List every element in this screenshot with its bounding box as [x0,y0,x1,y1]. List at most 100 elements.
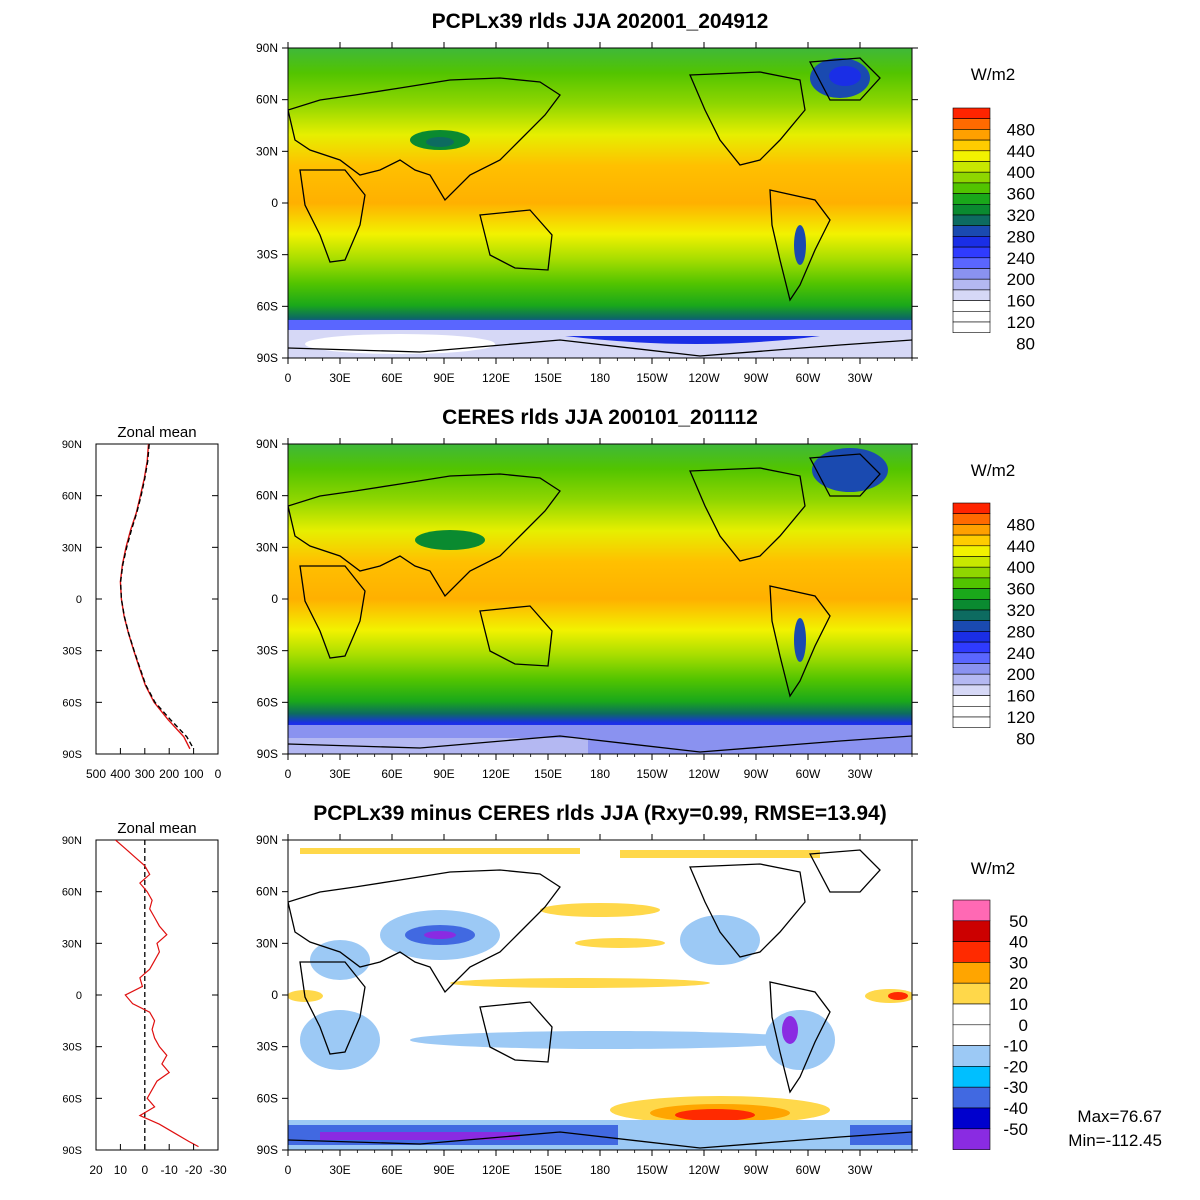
panel-diff-max-stat: Max=76.67 [1077,1107,1162,1126]
panel-model-colorbar-box [952,204,991,216]
panel-model-colorbar-box [952,139,991,152]
panel-diff-antarctic-min [320,1132,520,1140]
panel-model-colorbar-label: 480 [1007,120,1035,139]
panel-obs-colorbar-label: 200 [1007,665,1035,684]
panel-obs-lon-label: 180 [590,767,610,781]
panel-model-lon-label: 180 [590,371,610,385]
zonal-mean-diff-x-label: 20 [89,1163,103,1177]
panel-diff-andes-min [782,1016,798,1044]
panel-diff-colorbar-box [952,1128,991,1150]
panel-obs-units: W/m2 [971,461,1015,480]
panel-obs-lat-label: 60S [257,695,278,709]
panel-obs-colorbar: 480 440 400 360 320 280 240 200 160 120 80 [952,502,1035,748]
panel-obs-colorbar-box [952,566,991,579]
panel-obs-colorbar-label: 280 [1007,622,1035,641]
zonal-mean-diff-lat-label: 0 [76,990,82,1002]
zonal-mean-obs-lat-label: 60N [62,491,82,503]
panel-model-colorbar-box [952,268,991,280]
panel-obs-colorbar-box [952,524,991,536]
panel-obs-colorbar-box [952,641,991,654]
panel-model-colorbar-label: 80 [1016,334,1035,353]
panel-diff-namerica-negative [680,915,760,965]
panel-model-colorbar-label: 160 [1007,292,1035,311]
zonal-mean-obs-x-label: 100 [184,767,204,781]
panel-diff-colorbar-box [952,1003,991,1026]
panel-obs-colorbar-label: 240 [1007,644,1035,663]
panel-diff-min-stat: Min=-112.45 [1068,1131,1162,1150]
panel-model-colorbar-box [952,278,991,291]
panel-model-colorbar-label: 280 [1007,227,1035,246]
panel-obs: CERES rlds JJA 200101_201112 0 30E 60E 90E 1… [62,406,1035,781]
panel-diff-lon-label: 120E [482,1163,510,1177]
panel-model-lon-label: 30W [848,371,873,385]
panel-model-coastlines [288,57,912,357]
zonal-mean-axes-diff: 20 10 0 -10 -20 -30 90N 60N 30N 0 30S 60S 90S [62,835,227,1177]
panel-model-colorbar-label: 320 [1007,206,1035,225]
panel-model-background-field [288,48,912,358]
panel-obs-lon-label: 120W [688,767,720,781]
panel-model-colorbar-label: 360 [1007,185,1035,204]
panel-obs-lon-label: 150E [534,767,562,781]
panel-diff-background-field [288,840,912,1150]
panel-obs-colorbar-label: 320 [1007,601,1035,620]
panel-diff-field [288,840,912,1150]
zonal-mean-diff-x-label: 10 [114,1163,128,1177]
panel-diff-lon-label: 180 [590,1163,610,1177]
panel-model-lon-label: 120W [688,371,720,385]
panel-model-lat-label: 30S [257,248,278,262]
panel-model-colorbar-box [952,300,991,312]
panel-diff-lon-label: 30W [848,1163,873,1177]
zonal-mean-series-line [119,444,195,750]
panel-model-colorbar-box [952,321,991,333]
panel-obs-lon-label: 30W [848,767,873,781]
panel-obs-tibet-low [415,530,485,550]
panel-diff-arctic-positive [300,848,580,854]
panel-obs-lon-label: 150W [636,767,668,781]
panel-obs-colorbar-label: 160 [1007,687,1035,706]
panel-model-lon-label: 60W [796,371,821,385]
panel-diff-lat-label: 0 [271,988,278,1002]
panel-model-field [288,48,912,358]
zonal-mean-obs-lat-label: 30S [62,646,82,658]
panel-model-lon-label: 0 [285,371,292,385]
panel-diff-colorbar-label: -40 [1003,1099,1028,1118]
zonal-mean-title-obs: Zonal mean [117,424,196,441]
panel-obs-colorbar-label: 360 [1007,580,1035,599]
panel-model-lon-label: 150E [534,371,562,385]
panel-obs-colorbar-box [952,631,991,643]
panel-diff-coastlines [288,849,912,1149]
panel-diff-colorbar-label: 20 [1009,974,1028,993]
zonal-mean-frame-obs [95,443,219,755]
panel-diff-arctic-positive-2 [620,850,820,858]
panel-diff-lon-label: 120W [688,1163,720,1177]
panel-model: PCPLx39 rlds JJA 202001_204912 [256,10,1035,385]
panel-model-colorbar-label: 400 [1007,163,1035,182]
zonal-mean-obs-x-label: 200 [159,767,179,781]
panel-diff-colorbar-label: -50 [1003,1120,1028,1139]
panel-obs-lat-label: 60N [256,489,278,503]
panel-diff-units: W/m2 [971,859,1015,878]
panel-obs-colorbar-box [952,620,991,632]
panel-diff-lat-label: 90S [257,1143,278,1157]
panel-obs-lon-label: 60E [381,767,402,781]
panel-obs-colorbar-label: 440 [1007,537,1035,556]
panel-model-lat-label: 90S [257,351,278,365]
panel-model-colorbar-box [952,214,991,226]
panel-diff-colorbar-box [952,982,991,1005]
panel-diff-southern-max [675,1109,755,1121]
zonal-mean-obs-lat-label: 0 [76,594,82,606]
panel-model-colorbar-box [952,129,991,141]
panel-diff-colorbar-box [952,899,991,922]
zonal-mean-frame-diff [95,839,219,1151]
panel-diff-lon-label: 90W [744,1163,769,1177]
panel-model-lat-label: 90N [256,41,278,55]
panel-diff-npac-positive [540,903,660,917]
panel-model-colorbar-box [952,225,991,237]
panel-diff-title: PCPLx39 minus CERES rlds JJA (Rxy=0.99, … [313,802,886,825]
panel-model-lat-label: 0 [271,196,278,210]
zonal-mean-obs-x-label: 400 [110,767,130,781]
panel-obs-field [288,444,912,754]
panel-diff-lon-label: 150E [534,1163,562,1177]
zonal-mean-diff-line [115,840,199,1148]
panel-model-axes: 0 30E 60E 90E 120E 150E 180 150W 120W 90W 60W 30W 90… [256,41,918,385]
